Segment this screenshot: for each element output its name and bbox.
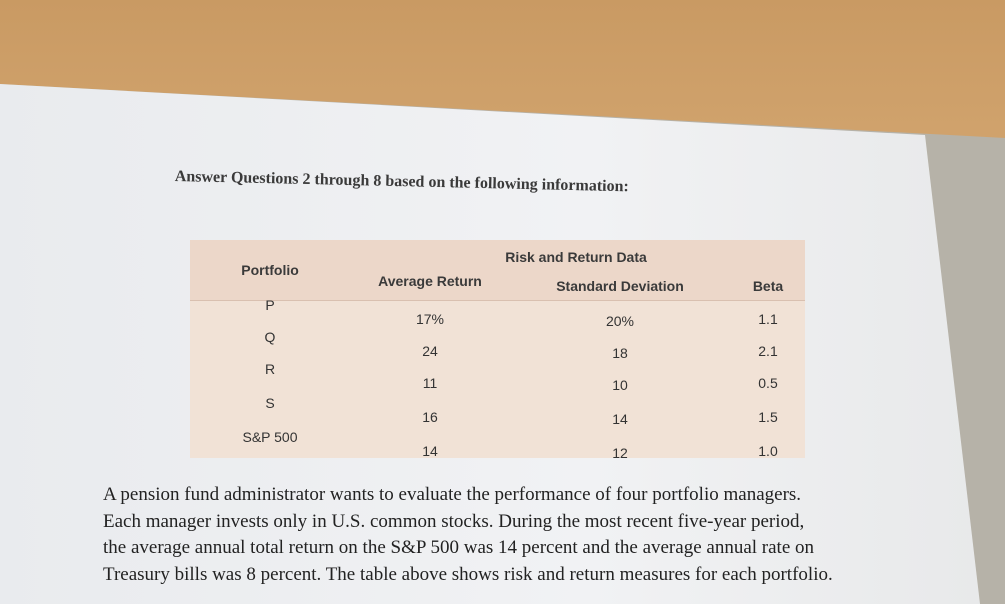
row-label: P: [265, 297, 275, 313]
table-cell: 17%: [415, 311, 445, 327]
column-header: Standard Deviation: [556, 278, 684, 294]
table-caption: Risk and Return Data: [505, 249, 647, 265]
table-cell: 1.1: [758, 311, 778, 327]
table-header: [190, 240, 805, 301]
table-cell: 14: [422, 443, 438, 459]
column-header: Average Return: [378, 273, 482, 289]
row-label: S&P 500: [242, 429, 298, 445]
table-cell: 16: [422, 409, 438, 425]
table-cell: 1.5: [758, 409, 778, 425]
table-cell: 11: [422, 375, 438, 391]
table-cell: 14: [612, 411, 628, 427]
table-cell: 2.1: [758, 343, 778, 359]
paragraph-line: the average annual total return on the S…: [103, 537, 814, 558]
paragraph-line: A pension fund administrator wants to ev…: [103, 484, 802, 505]
table-cell: 20%: [605, 313, 635, 329]
column-header: Beta: [752, 278, 784, 294]
row-label: R: [264, 361, 276, 377]
paragraph: A pension fund administrator wants to ev…: [103, 482, 833, 588]
table-cell: 10: [612, 377, 628, 393]
paragraph-line: Each manager invests only in U.S. common…: [103, 510, 805, 532]
table-cell: 1.0: [758, 443, 778, 459]
row-label: Q: [264, 329, 276, 345]
table-cell: 12: [612, 445, 628, 461]
table-cell: 0.5: [758, 375, 778, 391]
data-table: Risk and Return Data Portfolio Average Ret…: [190, 240, 805, 461]
table-cell: 18: [612, 345, 628, 361]
row-label: S: [265, 395, 275, 411]
table-cell: 24: [422, 343, 438, 359]
paragraph-line: Treasury bills was 8 percent. The table …: [103, 563, 833, 585]
column-header: Portfolio: [241, 262, 299, 278]
